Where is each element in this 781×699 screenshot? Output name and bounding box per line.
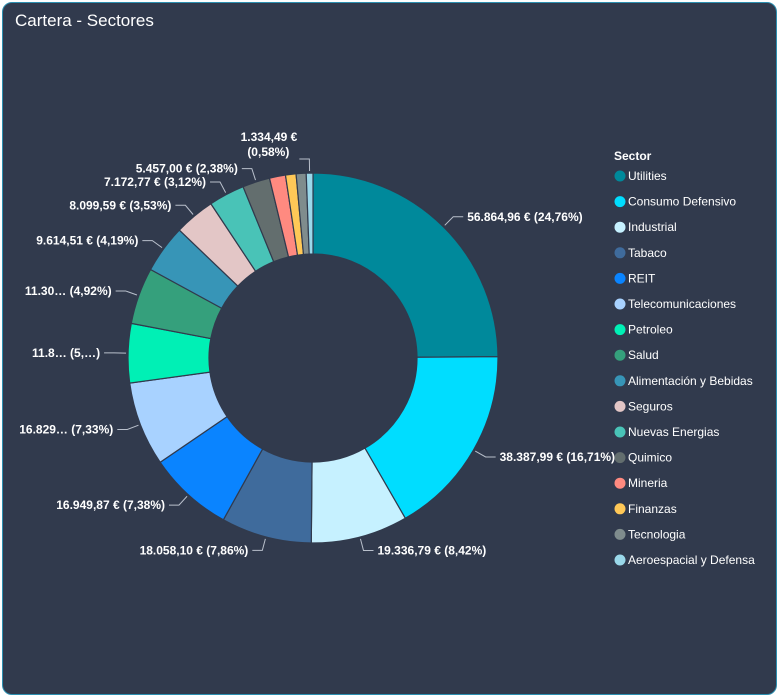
legend-swatch <box>614 426 626 438</box>
slice-label: 8.099,59 € (3,53%) <box>69 198 194 215</box>
legend-label: Utilities <box>628 169 667 183</box>
legend-item[interactable]: Consumo Defensivo <box>614 195 737 209</box>
legend-swatch <box>614 170 626 182</box>
legend-swatch <box>614 324 626 336</box>
legend-swatch <box>614 272 626 284</box>
slice-consumo-defensivo[interactable] <box>364 356 499 520</box>
leader-line <box>142 240 163 249</box>
slice-label-text: 11.8… (5,…) <box>32 346 100 360</box>
legend-label: Tecnologia <box>628 527 686 541</box>
slice-label-text: 56.864,96 € (24,76%) <box>467 210 582 224</box>
legend-item[interactable]: Tabaco <box>614 246 668 260</box>
legend-item[interactable]: Utilities <box>614 169 667 183</box>
legend-swatch <box>614 375 626 387</box>
legend-label: Finanzas <box>628 502 677 516</box>
slice-label-text: 5.457,00 € (2,38%) <box>136 162 238 176</box>
slice-label: 7.172,77 € (3,12%) <box>104 175 227 193</box>
legend-item[interactable]: REIT <box>614 271 657 285</box>
legend-label: Mineria <box>628 476 668 490</box>
legend-label: Quimico <box>628 451 672 465</box>
leader-line <box>241 168 256 181</box>
legend-item[interactable]: Finanzas <box>614 502 677 516</box>
legend-item[interactable]: Quimico <box>614 451 673 465</box>
slice-aeroespacial-y-defensa[interactable] <box>305 172 314 255</box>
legend-label: Nuevas Energias <box>628 425 719 439</box>
legend-swatch <box>614 298 626 310</box>
leader-line <box>175 204 194 215</box>
legend-label: Industrial <box>628 220 677 234</box>
slice-label: 19.336,79 € (8,42%) <box>359 538 487 557</box>
leader-line <box>252 538 266 551</box>
slice-label-text: 1.334,49 € <box>241 130 298 144</box>
leader-line <box>210 181 227 193</box>
legend-item[interactable]: Salud <box>614 348 659 362</box>
slice-label-text: 38.387,99 € (16,71%) <box>500 450 615 464</box>
leader-line <box>299 158 311 172</box>
slice-label-text: 7.172,77 € (3,12%) <box>104 175 206 189</box>
slice-labels: 56.864,96 € (24,76%) 38.387,99 € (16,71%)… <box>19 130 615 557</box>
legend-swatch <box>614 196 626 208</box>
slice-label-text: 8.099,59 € (3,53%) <box>69 198 171 212</box>
slice-label: 16.949,87 € (7,38%) <box>56 495 188 512</box>
legend-item[interactable]: Seguros <box>614 399 673 413</box>
legend-swatch <box>614 503 626 515</box>
legend-label: Alimentación y Bebidas <box>628 374 753 388</box>
legend-swatch <box>614 400 626 412</box>
slice-label: 38.387,99 € (16,71%) <box>474 450 615 464</box>
slice-label-text: 19.336,79 € (8,42%) <box>378 543 487 557</box>
slice-label-text: 16.949,87 € (7,38%) <box>56 498 165 512</box>
leader-line <box>115 290 138 296</box>
slice-label: 16.829… (7,33%) <box>19 423 139 437</box>
legend-item[interactable]: Petroleo <box>614 323 674 337</box>
slice-label-text: (0,58%) <box>247 145 289 159</box>
legend-title: Sector <box>614 149 652 163</box>
legend-label: Petroleo <box>628 323 673 337</box>
leader-line <box>474 450 496 458</box>
legend-swatch <box>614 452 626 464</box>
legend: Sector Utilities Consumo Defensivo Industri… <box>614 149 755 567</box>
legend-swatch <box>614 247 626 259</box>
legend-swatch <box>614 554 626 566</box>
legend-label: Tabaco <box>628 246 667 260</box>
legend-label: Salud <box>628 348 659 362</box>
leader-line <box>359 538 374 551</box>
slice-label-text: 9.614,51 € (4,19%) <box>36 234 138 248</box>
slice-label-text: 18.058,10 € (7,86%) <box>140 543 249 557</box>
legend-swatch <box>614 477 626 489</box>
slice-label: 1.334,49 €(0,58%) <box>241 130 311 172</box>
slice-label-text: 16.829… (7,33%) <box>19 423 113 437</box>
legend-label: Telecomunicaciones <box>628 297 736 311</box>
legend-swatch <box>614 349 626 361</box>
donut-slices <box>127 172 499 544</box>
legend-item[interactable]: Alimentación y Bebidas <box>614 374 753 388</box>
legend-swatch <box>614 528 626 540</box>
leader-line <box>168 495 188 506</box>
legend-label: Seguros <box>628 399 673 413</box>
legend-item[interactable]: Mineria <box>614 476 668 490</box>
legend-item[interactable]: Aeroespacial y Defensa <box>614 553 756 567</box>
legend-item[interactable]: Tecnologia <box>614 527 686 541</box>
leader-line <box>117 424 139 431</box>
slice-label: 11.30… (4,92%) <box>25 284 138 298</box>
leader-line <box>444 216 464 226</box>
slice-label: 11.8… (5,…) <box>32 346 127 360</box>
slice-label-text: 11.30… (4,92%) <box>25 284 112 298</box>
legend-label: Consumo Defensivo <box>628 195 736 209</box>
card-title: Cartera - Sectores <box>15 11 154 30</box>
slice-label: 9.614,51 € (4,19%) <box>36 234 163 249</box>
legend-swatch <box>614 221 626 233</box>
slice-label: 5.457,00 € (2,38%) <box>136 162 256 181</box>
legend-item[interactable]: Nuevas Energias <box>614 425 720 439</box>
legend-item[interactable]: Industrial <box>614 220 677 234</box>
slice-label: 18.058,10 € (7,86%) <box>140 538 266 557</box>
legend-label: REIT <box>628 271 656 285</box>
legend-item[interactable]: Telecomunicaciones <box>614 297 737 311</box>
slice-utilities[interactable] <box>312 172 499 358</box>
legend-label: Aeroespacial y Defensa <box>628 553 755 567</box>
slice-label: 56.864,96 € (24,76%) <box>444 210 583 226</box>
